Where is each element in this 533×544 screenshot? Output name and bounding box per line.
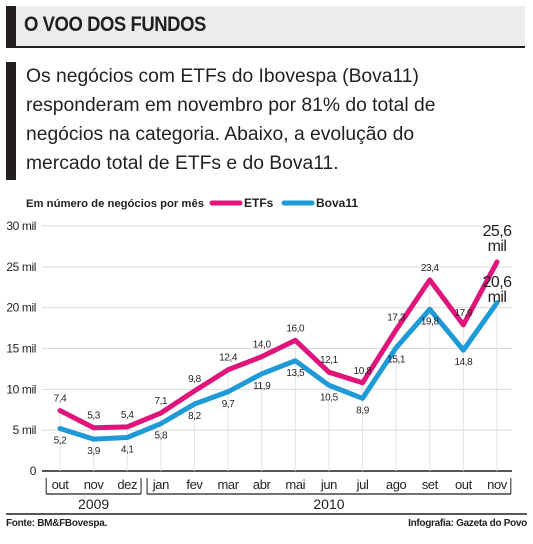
data-point (57, 408, 63, 413)
data-label: 12,4 (219, 353, 238, 364)
data-point (192, 401, 197, 407)
x-tick-label: out (52, 477, 70, 492)
page-title: O VOO DOS FUNDOS (24, 13, 206, 36)
data-point (125, 435, 130, 440)
data-label: 5,4 (121, 410, 135, 421)
y-tick-label: 10 mil (6, 382, 36, 396)
x-tick-label: set (422, 477, 439, 492)
year-label: 2009 (78, 496, 109, 512)
lead-accent-bar (6, 62, 16, 180)
data-label: 10,5 (320, 392, 339, 403)
source-note: Fonte: BM&FBovespa. (6, 518, 107, 529)
data-point (494, 259, 500, 265)
data-label: 14,8 (454, 357, 473, 368)
data-label: 9,8 (188, 374, 202, 385)
x-tick-label: mar (217, 477, 239, 492)
data-point (393, 327, 399, 332)
series-line-0 (57, 259, 500, 431)
data-point (158, 421, 164, 426)
x-tick-label: ago (386, 477, 407, 492)
data-label: 13,5 (286, 368, 305, 379)
data-label: 19,8 (421, 316, 440, 327)
credit-note: Infografia: Gazeta do Povo (408, 518, 527, 529)
data-label: 12,1 (320, 355, 339, 366)
data-label: 5,8 (154, 431, 168, 442)
data-point (57, 426, 63, 431)
data-label: mil (488, 238, 507, 255)
data-label: mil (488, 289, 507, 306)
data-point (427, 307, 432, 312)
x-tick-label: out (455, 477, 473, 492)
data-point (259, 354, 264, 359)
data-label: 17,3 (387, 313, 406, 324)
x-tick-label: dez (117, 477, 137, 492)
data-label: 7,1 (154, 396, 168, 407)
data-label: 9,7 (222, 399, 236, 410)
data-point (158, 410, 164, 416)
x-tick-label: fev (186, 477, 203, 492)
chart-subtitle: Em número de negócios por mês (26, 198, 204, 210)
year-label: 2010 (313, 496, 344, 512)
x-tick-label: abr (253, 477, 272, 492)
header: O VOO DOS FUNDOS (6, 6, 525, 48)
y-tick-label: 25 mil (6, 260, 36, 274)
data-label: 8,9 (356, 405, 370, 416)
data-label: 5,2 (54, 436, 68, 447)
data-point (461, 347, 466, 353)
x-tick-label: mai (285, 477, 305, 492)
data-label: 20,6 (483, 274, 512, 291)
data-point (125, 424, 130, 430)
data-label: 17,9 (454, 308, 473, 319)
data-point (293, 338, 298, 343)
data-point (326, 383, 332, 388)
y-tick-label: 15 mil (6, 342, 36, 356)
data-label: 14,0 (253, 340, 272, 351)
legend-label-0: ETFs (244, 196, 274, 210)
data-point (91, 425, 96, 430)
data-label: 23,4 (421, 263, 440, 274)
data-label: 10,8 (354, 366, 373, 377)
data-label: 16,0 (286, 323, 305, 334)
series-line-1 (57, 300, 500, 442)
data-label: 15,1 (387, 355, 406, 366)
x-tick-label: jul (356, 477, 369, 492)
data-label: 5,3 (87, 411, 101, 422)
data-label: 25,6 (483, 223, 512, 240)
data-point (360, 396, 365, 401)
data-point (427, 277, 432, 283)
x-tick-label: nov (487, 477, 508, 492)
data-label: 4,1 (121, 445, 135, 456)
x-tick-label: jun (320, 477, 337, 492)
data-label: 7,4 (54, 394, 68, 405)
lead-text: Os negócios com ETFs do Ibovespa (Bova11… (26, 66, 436, 174)
y-tick-label: 20 mil (6, 301, 36, 315)
data-point (494, 300, 500, 305)
data-point (225, 389, 231, 394)
data-point (360, 380, 365, 385)
data-point (293, 358, 298, 363)
data-label: 3,9 (87, 446, 101, 457)
data-point (461, 322, 466, 328)
data-point (225, 367, 231, 372)
y-tick-label: 5 mil (13, 423, 36, 437)
data-point (259, 371, 264, 377)
header-accent-bar (6, 6, 16, 46)
data-point (91, 436, 96, 442)
y-tick-label: 0 (30, 464, 37, 478)
y-tick-label: 30 mil (6, 219, 36, 233)
data-label: 11,9 (253, 381, 271, 392)
data-point (393, 345, 399, 350)
data-point (326, 369, 332, 375)
x-tick-label: nov (84, 477, 105, 492)
legend-label-1: Bova11 (316, 196, 358, 210)
data-label: 8,2 (188, 411, 202, 422)
data-point (192, 388, 197, 394)
x-tick-label: jan (152, 477, 169, 492)
